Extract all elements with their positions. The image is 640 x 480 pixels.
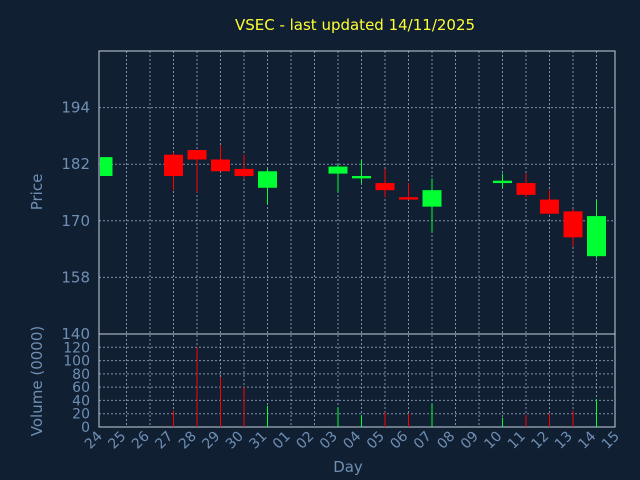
price-axis-label: Price xyxy=(28,174,46,211)
volume-tick-label: 40 xyxy=(72,393,90,409)
candle-body xyxy=(422,190,442,207)
volume-tick-label: 80 xyxy=(72,367,90,383)
day-tick-label: 09 xyxy=(458,429,482,453)
volume-tick-label: 120 xyxy=(63,340,90,356)
day-tick-label: 27 xyxy=(152,429,176,453)
x-axis-label: Day xyxy=(333,458,363,476)
day-tick-label: 13 xyxy=(552,429,576,453)
candle-body xyxy=(234,168,254,176)
day-tick-label: 25 xyxy=(105,429,129,453)
price-tick-label: 158 xyxy=(61,268,90,286)
candle-body xyxy=(211,159,230,172)
volume-tick-label: 60 xyxy=(72,380,90,396)
candle-body xyxy=(516,183,536,195)
price-candles xyxy=(100,145,606,259)
volume-tick-label: 100 xyxy=(63,354,90,370)
day-tick-label: 30 xyxy=(223,429,247,453)
day-tick-label: 29 xyxy=(199,429,223,453)
volume-bars xyxy=(173,347,597,427)
candle-body xyxy=(164,154,183,176)
candle-body xyxy=(540,199,559,214)
day-tick-labels: 24 25 26 27 28 29 30 31 01 02 03 04 05 06 07 08 09 10 11 12… xyxy=(82,428,623,452)
day-tick-label: 08 xyxy=(434,429,458,453)
day-tick-label: 26 xyxy=(129,428,153,452)
price-tick-label: 182 xyxy=(61,155,90,173)
candle-body xyxy=(100,157,113,176)
price-tick-label: 170 xyxy=(61,212,90,230)
price-gridlines xyxy=(99,51,615,427)
candle-body xyxy=(493,180,512,184)
volume-gridlines xyxy=(99,346,615,415)
candle-body xyxy=(258,171,277,188)
candle-body xyxy=(352,175,371,179)
price-tick-labels: 194 182 170 158 xyxy=(61,99,90,287)
day-tick-label: 31 xyxy=(246,429,270,453)
volume-axis-label: Volume (0000) xyxy=(28,326,46,436)
volume-tick-label: 0 xyxy=(81,420,90,436)
candle-body xyxy=(187,150,207,160)
day-tick-label: 11 xyxy=(505,429,529,453)
day-tick-label: 07 xyxy=(411,429,435,453)
day-tick-label: 28 xyxy=(176,429,200,453)
candle-body xyxy=(375,183,395,191)
day-tick-label: 01 xyxy=(270,429,294,453)
day-tick-label: 06 xyxy=(387,428,411,452)
day-tick-label: 05 xyxy=(364,429,388,453)
volume-tick-label: 140 xyxy=(61,325,90,343)
day-tick-label: 04 xyxy=(340,428,364,452)
day-tick-label: 15 xyxy=(599,429,623,453)
price-tick-label: 194 xyxy=(61,99,90,117)
candle-body xyxy=(328,166,348,174)
plot-frame xyxy=(98,50,616,428)
chart-title: VSEC - last updated 14/11/2025 xyxy=(235,16,475,34)
day-tick-label: 02 xyxy=(293,429,317,453)
volume-tick-label: 20 xyxy=(72,407,90,423)
day-tick-label: 10 xyxy=(481,429,505,453)
candle-body xyxy=(399,197,418,200)
day-tick-label: 03 xyxy=(317,429,341,453)
day-tick-label: 14 xyxy=(575,428,599,452)
candle-body xyxy=(563,211,583,238)
candle-body xyxy=(587,216,606,257)
day-tick-label: 12 xyxy=(528,429,552,453)
